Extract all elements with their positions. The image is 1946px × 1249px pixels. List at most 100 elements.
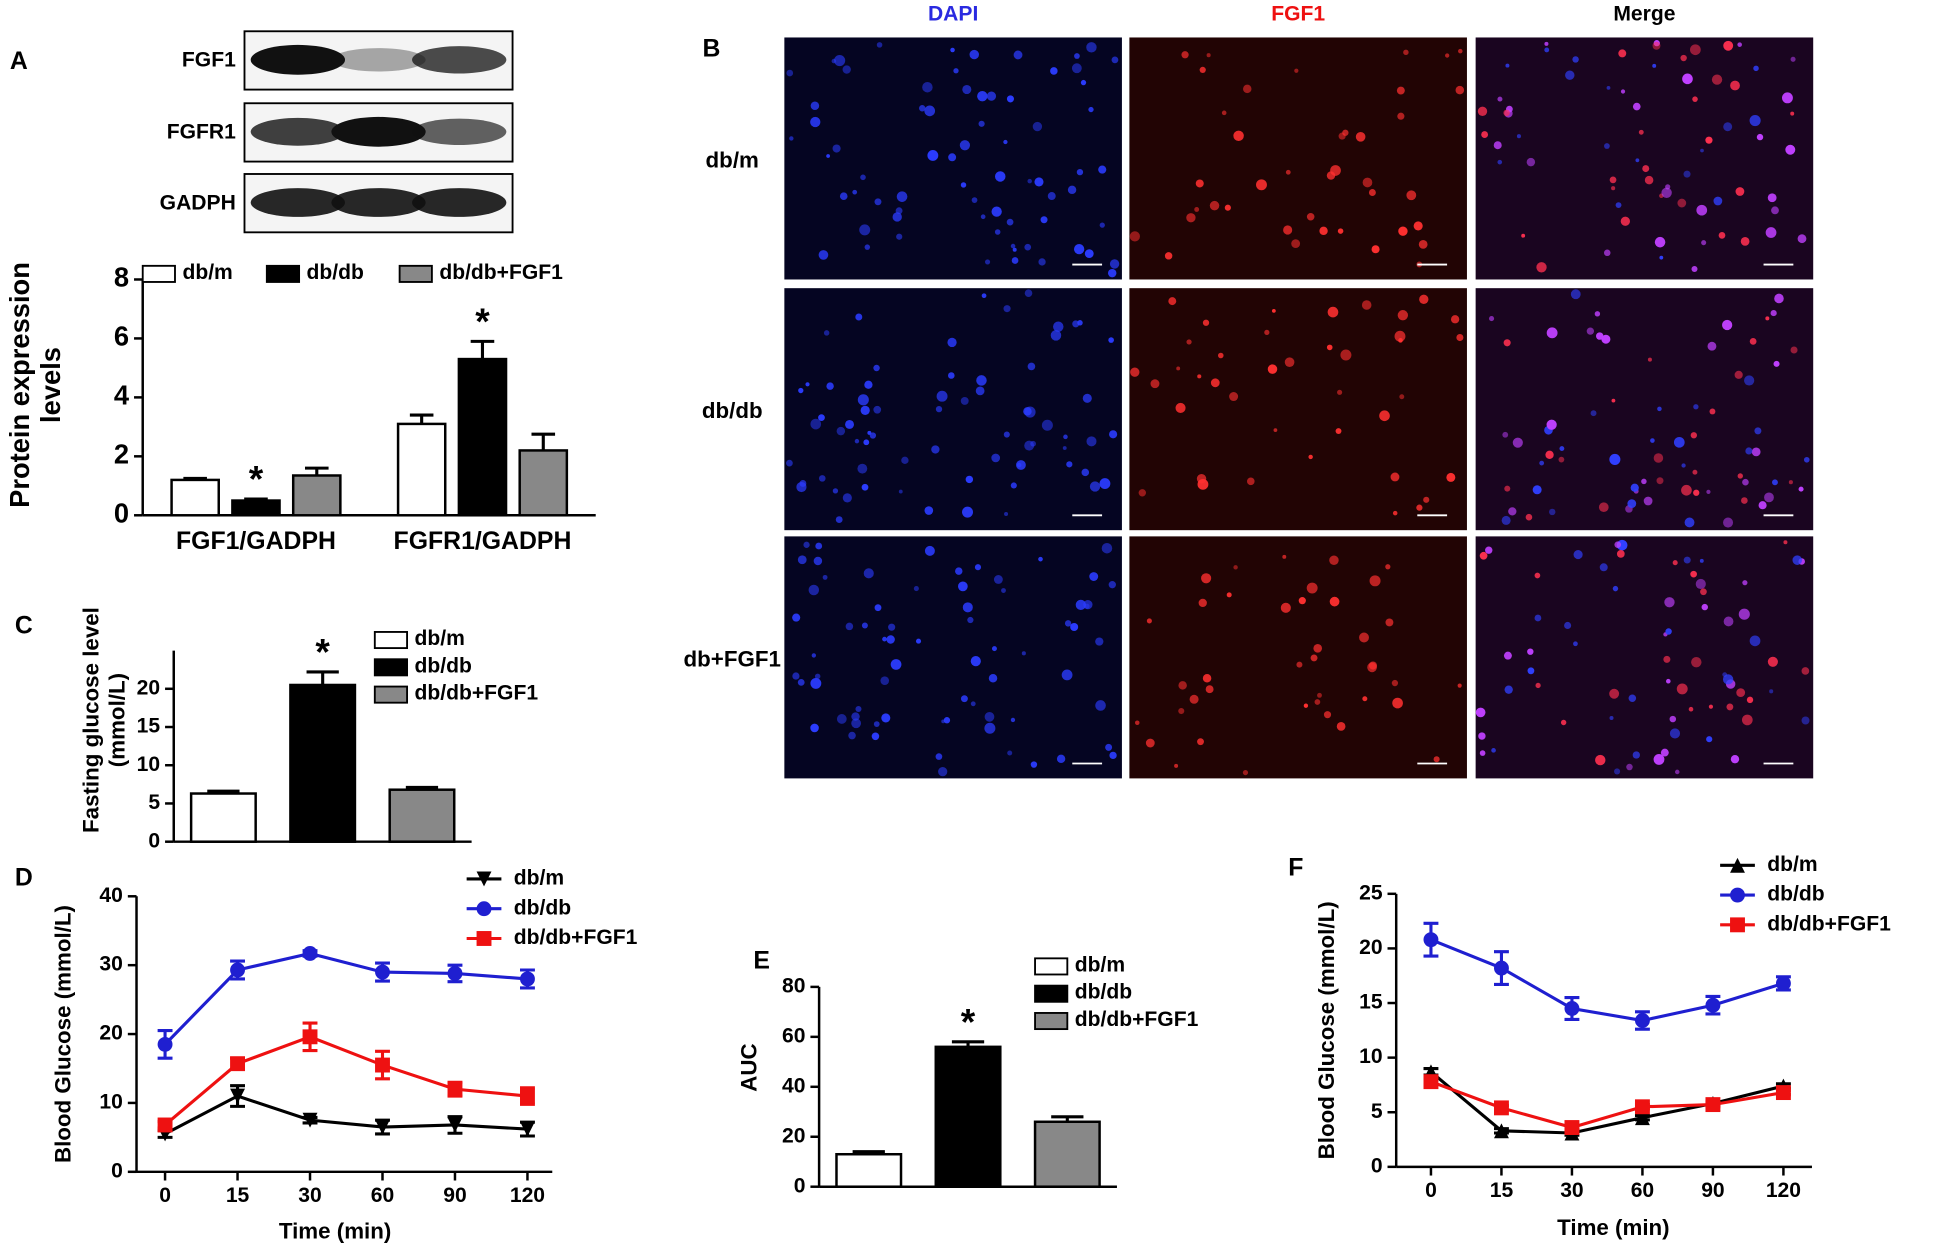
blot-label: GADPH — [160, 191, 236, 214]
point — [1705, 1097, 1721, 1113]
y-axis-label: Protein expression — [4, 262, 35, 508]
cell — [1013, 50, 1023, 60]
cell — [1070, 623, 1079, 632]
y-tick-label: 20 — [137, 676, 160, 699]
cell — [798, 387, 804, 394]
cell — [984, 722, 996, 734]
cell — [1616, 549, 1625, 558]
x-tick-label: 0 — [1425, 1179, 1437, 1202]
column-header: DAPI — [928, 3, 978, 26]
cell — [1194, 207, 1200, 212]
cell — [1209, 200, 1220, 211]
cell — [1086, 42, 1097, 53]
cell — [1003, 139, 1008, 145]
cell — [1361, 300, 1372, 310]
cell — [898, 489, 903, 494]
cell — [1455, 85, 1465, 95]
cell — [1130, 367, 1140, 377]
cell — [1765, 227, 1777, 238]
cell — [1700, 588, 1707, 596]
cell — [1737, 473, 1743, 479]
cell — [1067, 185, 1077, 195]
cell — [1674, 769, 1680, 775]
cell — [1398, 226, 1408, 236]
cell — [986, 91, 997, 101]
cell — [967, 616, 974, 624]
cell — [1601, 334, 1611, 344]
cell — [805, 382, 810, 387]
cell — [1527, 667, 1535, 675]
cell — [913, 586, 919, 592]
legend-marker — [1730, 887, 1745, 903]
cell — [792, 613, 801, 622]
cell — [1696, 204, 1708, 216]
cell — [882, 636, 887, 642]
row-label: db/db — [702, 398, 763, 423]
cell — [1399, 394, 1405, 400]
cell — [1197, 374, 1202, 379]
cell — [810, 723, 819, 733]
series-line — [1429, 1070, 1784, 1135]
cell — [810, 101, 820, 110]
series-line — [164, 1094, 528, 1136]
point — [1634, 1013, 1650, 1028]
point — [302, 1112, 318, 1128]
bar — [189, 792, 257, 843]
cell — [1273, 428, 1278, 432]
cell — [1458, 48, 1463, 54]
cell — [962, 506, 974, 518]
cell — [936, 390, 948, 402]
cell — [947, 337, 957, 348]
cell — [1224, 204, 1231, 211]
cell — [1586, 327, 1595, 335]
blot-label: FGF1 — [182, 49, 236, 72]
error-bar — [470, 339, 495, 360]
significance-mark: * — [961, 1000, 976, 1042]
cell — [1109, 430, 1118, 439]
cell — [1767, 656, 1778, 667]
cell — [1196, 474, 1207, 484]
cell — [1798, 486, 1804, 492]
legend-swatch — [1034, 984, 1069, 1003]
cell — [1501, 515, 1511, 525]
cell — [826, 382, 834, 390]
cell — [984, 711, 995, 722]
cell — [1073, 243, 1085, 255]
cell — [1032, 121, 1043, 132]
point — [447, 965, 463, 981]
y-tick-label: 25 — [1359, 881, 1383, 904]
cell — [984, 259, 991, 265]
cell — [943, 717, 951, 724]
cell — [970, 656, 981, 667]
legend-label: db/m — [1767, 853, 1817, 876]
y-axis-label: Blood Glucose (mmol/L) — [50, 905, 75, 1163]
cell — [1749, 338, 1757, 345]
cell — [1792, 555, 1803, 565]
legend-label: db/db — [1075, 981, 1132, 1004]
cell — [1150, 379, 1160, 389]
bar — [231, 499, 281, 517]
cell — [1638, 129, 1644, 135]
cell — [873, 405, 882, 414]
cell — [855, 313, 863, 321]
cell — [813, 556, 823, 566]
cell — [924, 105, 936, 117]
cell — [962, 602, 973, 613]
cell — [1746, 696, 1754, 704]
row-label: db+FGF1 — [684, 646, 781, 671]
series-line — [163, 951, 528, 1046]
y-tick-label: 20 — [1359, 936, 1382, 959]
cell — [1105, 743, 1113, 751]
cell — [1111, 56, 1119, 64]
cell — [1722, 672, 1728, 678]
cell — [969, 49, 979, 60]
cell — [1758, 501, 1767, 510]
cell — [857, 463, 868, 474]
cell — [1740, 237, 1750, 246]
cell — [1247, 477, 1255, 486]
cell — [1684, 517, 1695, 528]
cell — [873, 721, 880, 727]
error-bar — [531, 432, 556, 451]
cell — [826, 154, 830, 158]
cell — [1335, 428, 1342, 435]
